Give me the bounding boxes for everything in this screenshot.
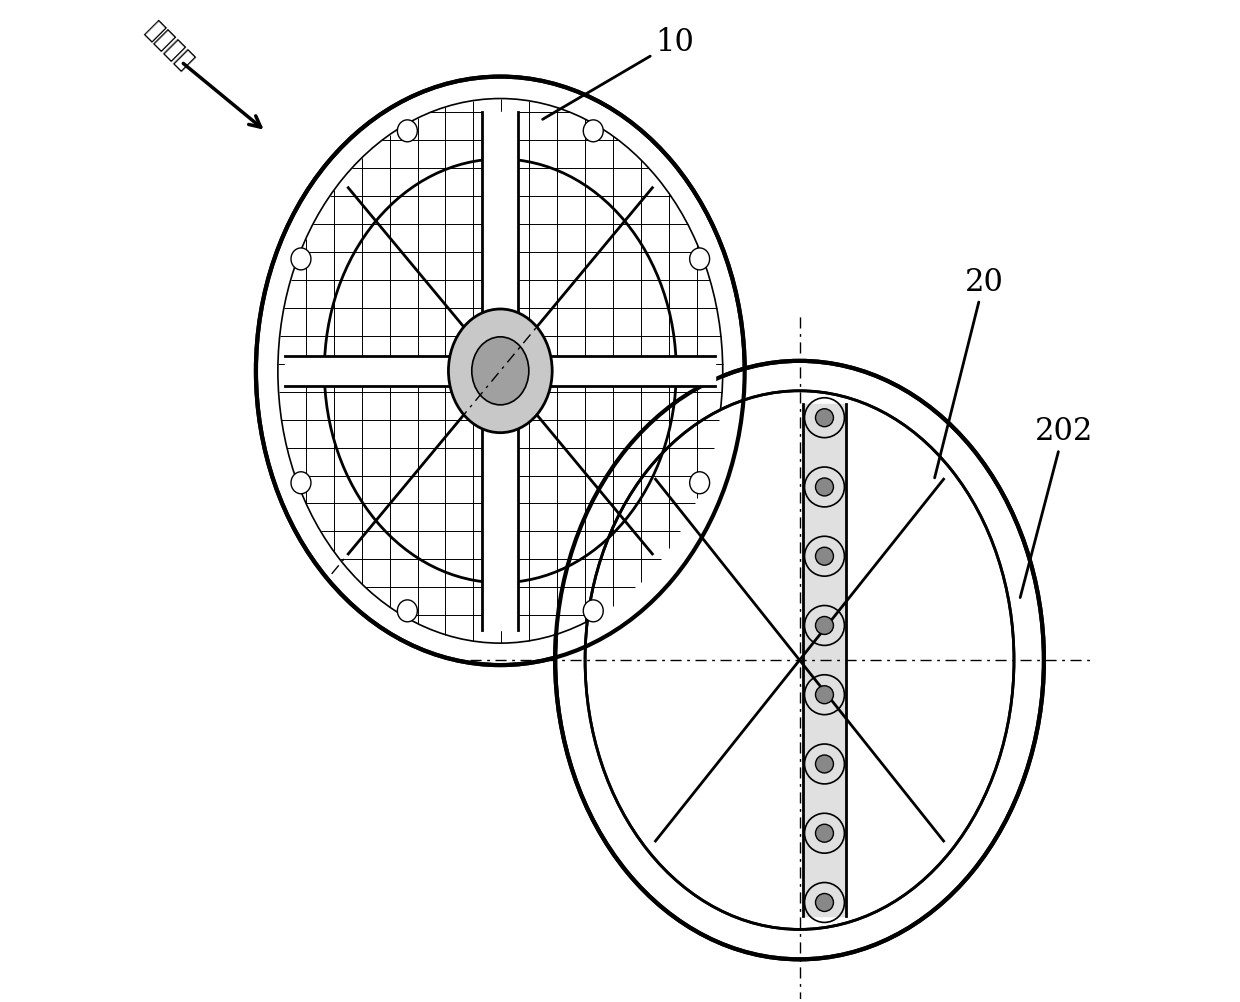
Polygon shape [482, 113, 518, 630]
Text: 202: 202 [1021, 416, 1092, 598]
Ellipse shape [816, 756, 833, 774]
Ellipse shape [689, 248, 709, 271]
Ellipse shape [689, 472, 709, 494]
Polygon shape [285, 357, 715, 387]
Ellipse shape [556, 362, 1044, 959]
Ellipse shape [291, 472, 311, 494]
Ellipse shape [583, 600, 603, 622]
Ellipse shape [816, 894, 833, 912]
Ellipse shape [816, 686, 833, 704]
Ellipse shape [291, 248, 311, 271]
Ellipse shape [816, 548, 833, 565]
Ellipse shape [816, 825, 833, 843]
Text: 10: 10 [543, 27, 694, 120]
Ellipse shape [397, 600, 418, 622]
Ellipse shape [585, 392, 1014, 930]
Ellipse shape [816, 410, 833, 427]
Ellipse shape [449, 310, 552, 433]
Ellipse shape [816, 617, 833, 635]
Ellipse shape [255, 77, 745, 665]
Polygon shape [802, 405, 847, 916]
Ellipse shape [397, 120, 418, 142]
Ellipse shape [583, 120, 603, 142]
Ellipse shape [471, 338, 528, 406]
Ellipse shape [816, 479, 833, 496]
Ellipse shape [278, 99, 723, 643]
Text: 进气方向: 进气方向 [141, 18, 198, 74]
Text: 20: 20 [935, 267, 1003, 478]
